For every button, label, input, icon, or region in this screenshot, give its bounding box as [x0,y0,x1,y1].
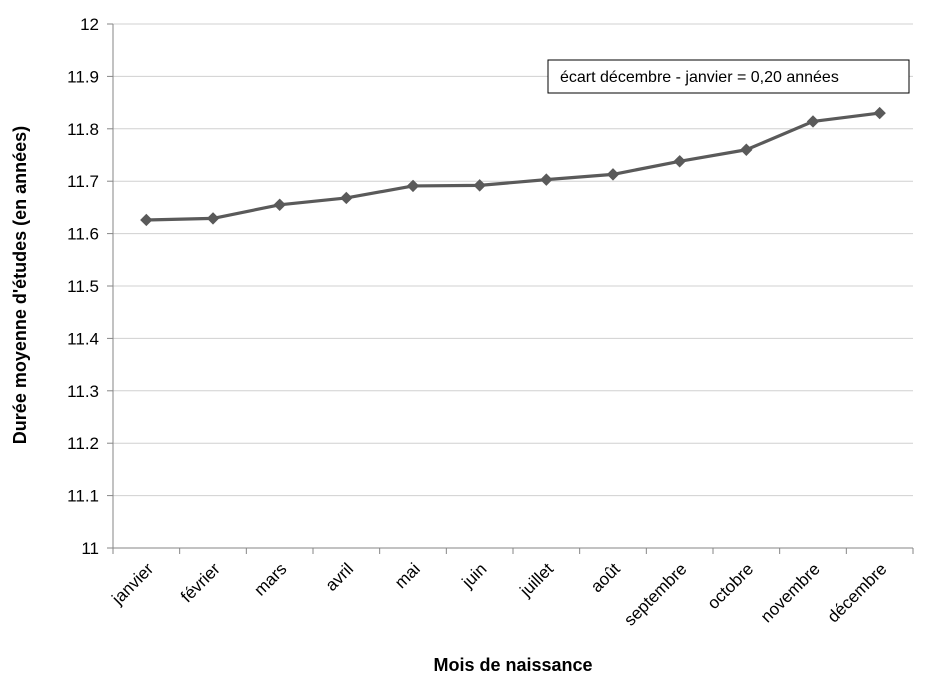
y-tick-label: 11.5 [67,277,99,296]
data-point [406,179,420,193]
data-point [806,115,820,128]
data-point [340,191,353,205]
y-tick-labels: 11 11.1 11.2 11.3 11.4 11.5 11.6 11.7 11.8 11.9 12 [67,15,99,558]
data-point [740,143,753,156]
data-point [273,198,286,211]
annotation-text: écart décembre - janvier = 0,20 années [560,69,839,86]
data-point [673,155,686,168]
y-tick-label: 11.9 [67,67,99,86]
y-tick-label: 12 [80,15,99,34]
annotation-frame [547,59,910,94]
data-point [473,179,486,192]
data-point [140,213,153,227]
y-axis-title: Durée moyenne d'études (en années) [10,126,30,444]
y-tick-label: 11.7 [67,172,99,191]
y-tick-label: 11.2 [67,434,99,453]
y-tick-label: 11.8 [67,120,99,139]
y-tick-label: 11.3 [67,382,99,401]
data-point [873,106,886,120]
data-point [540,173,553,186]
axes [107,23,914,554]
data-point [606,168,620,181]
data-point [206,212,220,225]
gridlines [113,23,913,497]
y-tick-label: 11.1 [67,487,99,506]
annotation-box: écart décembre - janvier = 0,20 années [547,59,910,94]
y-tick-label: 11.4 [67,329,99,348]
series-group [140,106,886,227]
y-tick-label: 11.6 [67,225,99,244]
x-axis-title: Mois de naissance [433,655,592,675]
series-line [146,111,880,222]
y-tick-label: 11 [81,539,99,558]
